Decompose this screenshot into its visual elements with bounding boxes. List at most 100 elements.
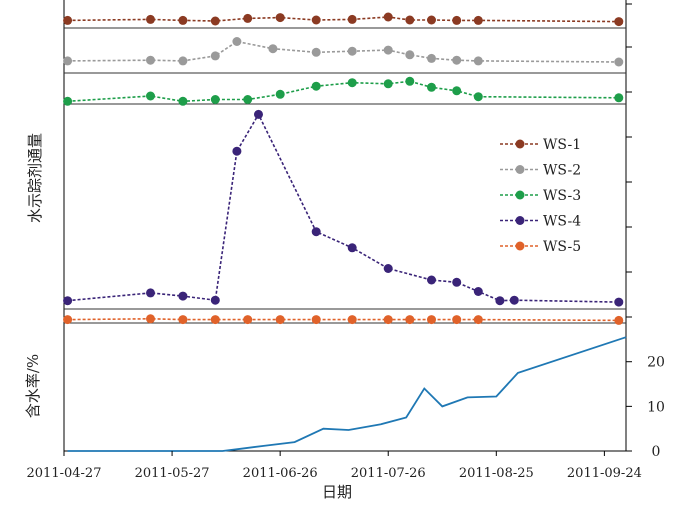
series-ws-2-point	[232, 37, 242, 46]
series-ws-3-point	[347, 78, 357, 88]
x-axis-label: 日期	[322, 483, 352, 501]
series-ws-3-point	[452, 86, 462, 96]
series-ws-1-point	[452, 15, 462, 25]
series-ws-1-point	[614, 17, 624, 27]
series-ws-5-point	[405, 315, 415, 325]
series-ws-3-point	[614, 93, 624, 103]
series-ws-2-point	[614, 57, 624, 67]
series-ws-2-point	[268, 44, 278, 54]
y-axis-label-tracer: 水示踪剂通量	[26, 133, 44, 223]
series-ws-2-point	[452, 55, 462, 65]
series-ws-3-point	[210, 95, 220, 104]
x-tick-label: 2011-05-27	[135, 466, 210, 481]
series-ws-2-point	[146, 55, 155, 65]
legend-label: WS-4	[543, 214, 581, 230]
series-ws-3-point	[311, 81, 321, 91]
series-ws-3-point	[146, 91, 155, 101]
x-tick-label: 2011-08-25	[459, 466, 534, 481]
series-ws-1-point	[243, 13, 253, 23]
series-ws-1-point	[178, 15, 188, 25]
legend-marker	[515, 190, 525, 200]
series-ws-1-point	[427, 15, 436, 25]
series-ws-2-point	[311, 47, 321, 57]
series-ws-3-point	[63, 96, 73, 106]
series-ws-1-point	[146, 14, 155, 24]
legend-marker	[515, 139, 525, 149]
series-ws-2-point	[347, 46, 357, 56]
series-ws-5-point	[614, 315, 624, 325]
legend-label: WS-3	[543, 188, 581, 204]
series-ws-4-point	[452, 277, 462, 287]
series-ws-3-point	[275, 89, 285, 99]
series-ws-2-point	[427, 53, 436, 63]
series-ws-4-line	[67, 112, 619, 303]
series-ws-4-point	[473, 287, 483, 296]
series-ws-5-line	[67, 317, 619, 322]
legend-marker	[515, 216, 525, 225]
x-tick-label: 2011-04-27	[27, 466, 102, 481]
series-ws-2-point	[178, 56, 188, 66]
legend: WS-1 WS-2 WS-3 WS-4 WS-5	[500, 137, 581, 255]
series-ws-5-point	[427, 315, 436, 325]
series-ws-1-point	[383, 12, 393, 22]
axes-layer: 0 10 20 2011-04-27 2011-05-27 2011-06-26 2011-…	[27, 3, 665, 481]
x-tick-label: 2011-06-26	[243, 466, 318, 481]
series-ws-5-point	[473, 315, 483, 325]
series-ws-4-point	[509, 295, 519, 305]
legend-label: WS-1	[543, 137, 581, 153]
series-ws-3-line	[67, 80, 619, 103]
series-ws-3-point	[243, 95, 253, 104]
series-ws-4-point	[63, 296, 73, 306]
legend-label: WS-5	[543, 239, 581, 255]
watercut-y-tick-label: 20	[647, 355, 665, 371]
series-ws-5-point	[63, 315, 73, 325]
legend-marker	[515, 165, 525, 174]
watercut-line	[67, 336, 627, 452]
series-ws-5-point	[311, 315, 321, 325]
legend-marker	[515, 241, 525, 251]
series-ws-5-point	[146, 314, 155, 324]
series-ws-4-point	[311, 227, 321, 237]
x-tick-label: 2011-09-24	[567, 466, 642, 481]
series-ws-5-point	[452, 315, 462, 325]
series-ws-3-point	[405, 76, 415, 86]
series-ws-3-point	[178, 96, 188, 106]
series-ws-5-point	[178, 315, 188, 325]
series-ws-1-point	[473, 15, 483, 25]
series-ws-1-point	[210, 16, 220, 26]
x-tick-label: 2011-07-26	[351, 466, 426, 481]
y-axis-label-watercut: 含水率/%	[24, 354, 42, 418]
series-ws-3-point	[383, 79, 393, 89]
series-ws-4-point	[614, 297, 624, 307]
series-ws-5-point	[275, 315, 285, 325]
series-ws-5-point	[243, 315, 253, 325]
series-ws-2-point	[383, 45, 393, 55]
series-ws-4-point	[178, 291, 188, 301]
series-ws-1-point	[275, 13, 285, 23]
series-ws-4-point	[383, 264, 393, 273]
series-ws-2-point	[405, 50, 415, 60]
series-ws-3-point	[473, 92, 483, 102]
series-ws-4-point	[347, 243, 357, 253]
series-ws-2-point	[210, 51, 220, 61]
series-ws-1-point	[405, 15, 415, 25]
series-ws-5-point	[383, 315, 393, 325]
series-ws-1-point	[347, 14, 357, 24]
series-ws-2-point	[473, 56, 483, 66]
series-layer	[63, 12, 627, 452]
legend-label: WS-2	[543, 163, 581, 179]
watercut-y-tick-label: 10	[647, 399, 665, 415]
series-ws-4-point	[232, 146, 242, 156]
plot-frame	[63, 0, 627, 452]
series-ws-2-point	[63, 56, 73, 66]
series-ws-5-point	[347, 315, 357, 325]
series-ws-1-point	[63, 15, 73, 25]
series-ws-4-point	[495, 296, 505, 306]
series-ws-4-point	[210, 295, 220, 305]
series-ws-4-point	[427, 275, 436, 285]
series-ws-4-point	[254, 109, 263, 119]
series-ws-1-point	[311, 15, 321, 25]
series-ws-4-point	[146, 288, 155, 298]
